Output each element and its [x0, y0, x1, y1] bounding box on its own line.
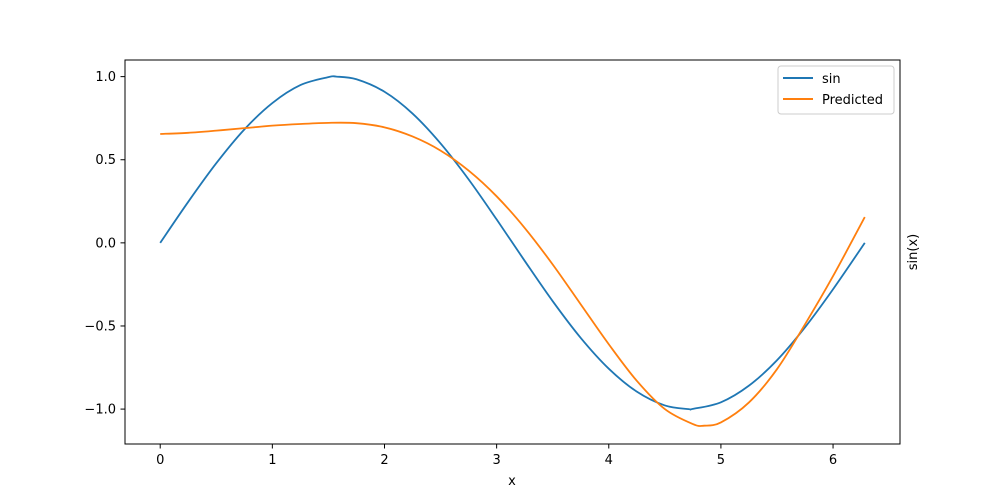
- x-axis-label: x: [508, 474, 516, 489]
- x-tick-label: 4: [605, 453, 613, 468]
- y-tick-label: −0.5: [84, 319, 116, 334]
- series-line-predicted: [160, 121, 866, 427]
- x-tick-label: 3: [492, 453, 500, 468]
- legend-label-predicted: Predicted: [822, 93, 883, 108]
- legend-label-sin: sin: [822, 72, 841, 87]
- x-axis-ticks: 0 1 2 3 4 5 6: [156, 444, 837, 468]
- y-tick-label: 0.0: [95, 236, 116, 251]
- y-tick-label: 0.5: [95, 153, 116, 168]
- legend: sin Predicted: [777, 65, 895, 115]
- series-line-sin: [159, 75, 866, 411]
- series-layer: [159, 75, 866, 427]
- y-tick-label: 1.0: [95, 70, 116, 85]
- x-tick-label: 2: [380, 453, 388, 468]
- plot-area: [124, 59, 901, 445]
- y-tick-label: −1.0: [84, 403, 116, 418]
- x-tick-label: 0: [156, 453, 164, 468]
- y-axis-ticks: −1.0 −0.5 0.0 0.5 1.0: [84, 70, 125, 418]
- x-tick-label: 6: [829, 453, 837, 468]
- x-tick-label: 5: [717, 453, 725, 468]
- y-axis-label: sin(x): [906, 234, 921, 270]
- x-tick-label: 1: [268, 453, 276, 468]
